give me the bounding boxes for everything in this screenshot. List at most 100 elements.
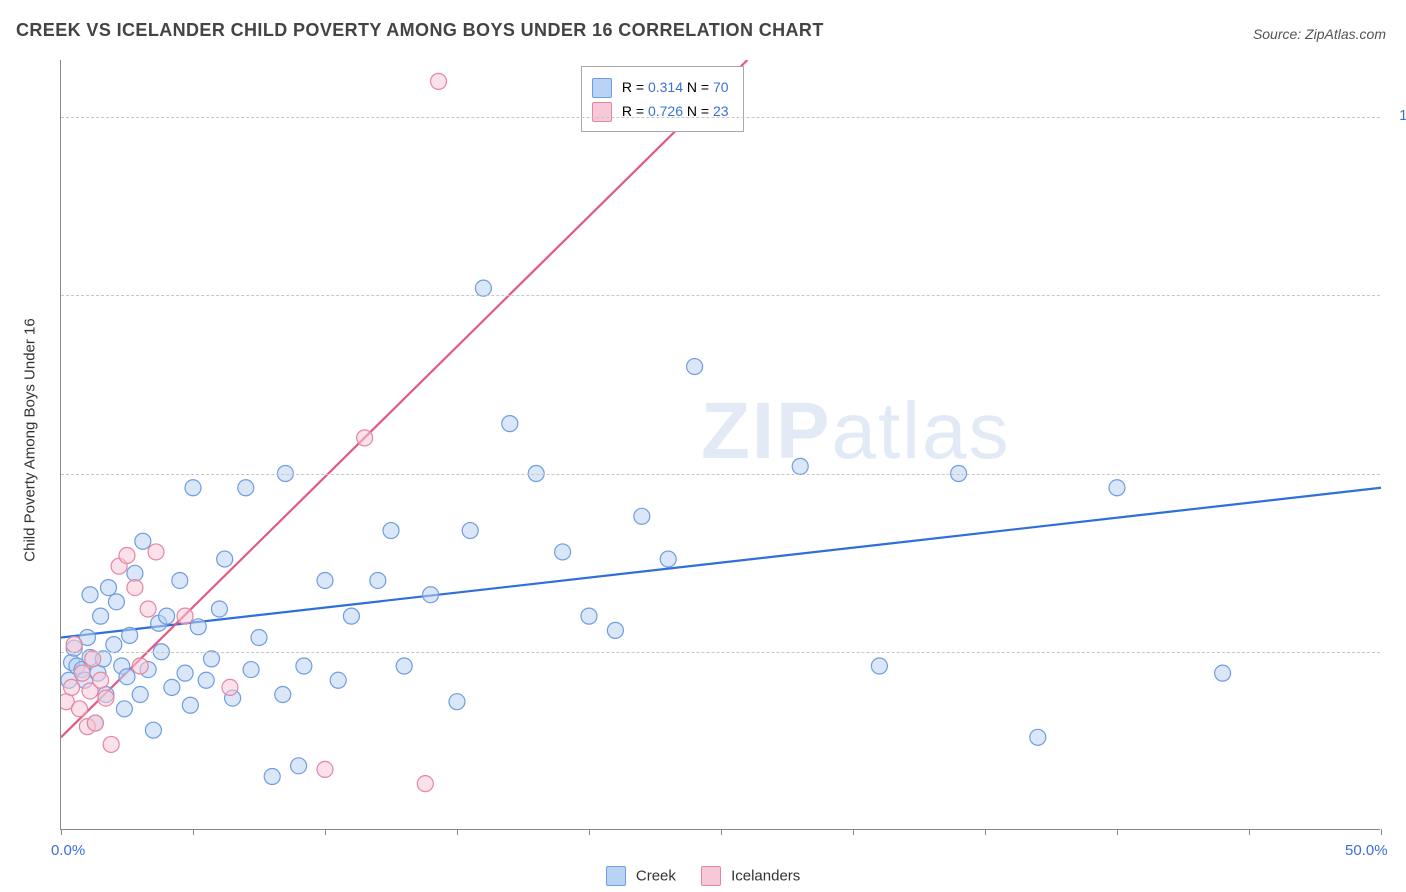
data-point-creek — [238, 480, 254, 496]
y-tick-label: 100.0% — [1399, 107, 1406, 124]
x-tick-mark — [193, 829, 194, 835]
scatter-plot-area: ZIPatlas R = 0.314 N = 70 R = 0.726 N = … — [60, 60, 1380, 830]
x-tick-mark — [325, 829, 326, 835]
data-point-creek — [185, 480, 201, 496]
data-point-icelanders — [66, 637, 82, 653]
swatch-icelanders — [592, 102, 612, 122]
data-point-icelanders — [119, 548, 135, 564]
data-point-creek — [1215, 665, 1231, 681]
data-point-creek — [581, 608, 597, 624]
data-point-creek — [475, 280, 491, 296]
data-point-creek — [116, 701, 132, 717]
data-point-creek — [291, 758, 307, 774]
data-point-creek — [296, 658, 312, 674]
data-point-creek — [502, 416, 518, 432]
data-point-creek — [82, 587, 98, 603]
data-point-creek — [145, 722, 161, 738]
data-point-icelanders — [93, 672, 109, 688]
data-point-icelanders — [132, 658, 148, 674]
data-point-creek — [135, 533, 151, 549]
n-label: N = — [687, 79, 713, 95]
data-point-creek — [555, 544, 571, 560]
data-point-creek — [190, 619, 206, 635]
data-point-creek — [172, 572, 188, 588]
data-point-icelanders — [317, 761, 333, 777]
legend-row-icelanders: R = 0.726 N = 23 — [592, 99, 729, 123]
data-point-creek — [164, 679, 180, 695]
data-point-creek — [1109, 480, 1125, 496]
data-point-creek — [330, 672, 346, 688]
data-point-icelanders — [87, 715, 103, 731]
data-point-creek — [108, 594, 124, 610]
data-point-creek — [177, 665, 193, 681]
x-tick-mark — [1381, 829, 1382, 835]
x-tick-mark — [457, 829, 458, 835]
trend-line-creek — [61, 488, 1381, 638]
legend-row-creek: R = 0.314 N = 70 — [592, 75, 729, 99]
data-point-icelanders — [98, 690, 114, 706]
data-point-icelanders — [431, 73, 447, 89]
trend-line-icelanders — [61, 60, 747, 737]
series-legend: Creek Icelanders — [0, 866, 1406, 886]
data-point-creek — [217, 551, 233, 567]
gridline — [61, 295, 1380, 296]
source-attribution: Source: ZipAtlas.com — [1253, 26, 1386, 42]
data-point-creek — [396, 658, 412, 674]
data-point-creek — [211, 601, 227, 617]
data-point-creek — [687, 359, 703, 375]
data-point-creek — [343, 608, 359, 624]
x-tick-mark — [589, 829, 590, 835]
y-axis-label: Child Poverty Among Boys Under 16 — [22, 318, 39, 561]
data-point-creek — [264, 769, 280, 785]
r-value: 0.314 — [648, 79, 683, 95]
data-point-creek — [127, 565, 143, 581]
chart-title: CREEK VS ICELANDER CHILD POVERTY AMONG B… — [16, 20, 824, 41]
x-tick-mark — [853, 829, 854, 835]
data-point-icelanders — [85, 651, 101, 667]
data-point-icelanders — [222, 679, 238, 695]
data-point-creek — [449, 694, 465, 710]
data-point-creek — [122, 627, 138, 643]
x-tick-mark — [1117, 829, 1118, 835]
x-tick-mark — [61, 829, 62, 835]
data-point-creek — [93, 608, 109, 624]
chart-svg — [61, 60, 1381, 830]
data-point-icelanders — [74, 665, 90, 681]
data-point-creek — [132, 687, 148, 703]
data-point-creek — [423, 587, 439, 603]
data-point-creek — [203, 651, 219, 667]
x-tick-mark — [721, 829, 722, 835]
data-point-creek — [634, 508, 650, 524]
data-point-creek — [660, 551, 676, 567]
data-point-creek — [251, 630, 267, 646]
n-value: 70 — [713, 79, 729, 95]
data-point-creek — [462, 523, 478, 539]
data-point-creek — [792, 458, 808, 474]
swatch-creek — [592, 78, 612, 98]
data-point-creek — [275, 687, 291, 703]
data-point-creek — [119, 669, 135, 685]
data-point-icelanders — [357, 430, 373, 446]
r-label: R = — [622, 79, 648, 95]
swatch-icelanders-bottom — [701, 866, 721, 886]
data-point-creek — [198, 672, 214, 688]
data-point-icelanders — [148, 544, 164, 560]
x-tick-label: 0.0% — [51, 842, 85, 859]
gridline — [61, 652, 1380, 653]
data-point-icelanders — [64, 679, 80, 695]
x-tick-label: 50.0% — [1345, 842, 1388, 859]
data-point-creek — [383, 523, 399, 539]
x-tick-mark — [1249, 829, 1250, 835]
data-point-creek — [243, 662, 259, 678]
legend-label-creek: Creek — [636, 868, 676, 885]
gridline — [61, 474, 1380, 475]
data-point-icelanders — [103, 736, 119, 752]
x-tick-mark — [985, 829, 986, 835]
data-point-creek — [106, 637, 122, 653]
data-point-icelanders — [417, 776, 433, 792]
data-point-creek — [101, 580, 117, 596]
swatch-creek-bottom — [606, 866, 626, 886]
data-point-creek — [317, 572, 333, 588]
gridline — [61, 117, 1380, 118]
data-point-creek — [607, 622, 623, 638]
